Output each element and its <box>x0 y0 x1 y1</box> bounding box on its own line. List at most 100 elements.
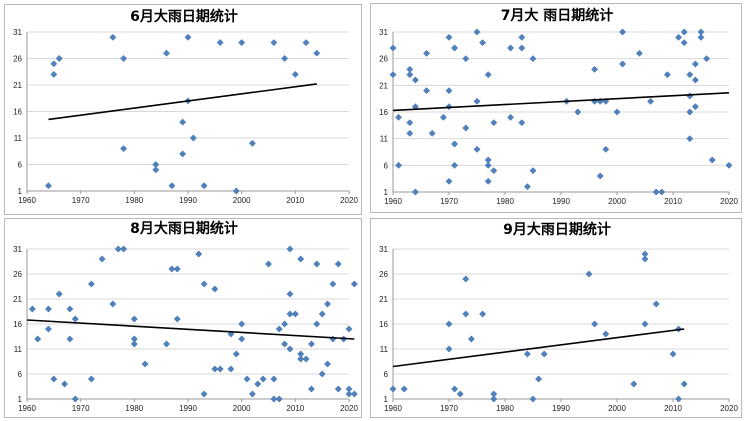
data-point <box>529 395 537 403</box>
x-tick-label: 2010 <box>664 404 682 413</box>
data-point <box>406 119 414 127</box>
data-point <box>473 28 481 36</box>
data-point <box>518 119 526 127</box>
data-point <box>591 320 599 328</box>
data-point <box>71 395 79 403</box>
y-tick-label: 11 <box>380 345 389 354</box>
data-point <box>120 145 128 153</box>
data-point <box>652 188 660 196</box>
data-point <box>523 350 531 358</box>
data-point <box>529 167 537 175</box>
data-point <box>248 390 256 398</box>
data-point <box>232 350 240 358</box>
data-point <box>281 55 289 62</box>
data-point <box>529 55 537 63</box>
y-tick-label: 26 <box>379 270 388 279</box>
data-point <box>389 71 397 79</box>
data-point <box>663 71 671 79</box>
data-point <box>686 135 694 143</box>
x-tick-label: 1990 <box>179 404 197 413</box>
data-point <box>216 39 224 47</box>
x-tick-label: 2010 <box>664 197 682 206</box>
data-point <box>297 255 305 263</box>
data-point <box>680 28 688 36</box>
data-point <box>619 28 627 36</box>
data-point <box>286 290 294 298</box>
data-point <box>55 290 63 298</box>
data-point <box>286 345 294 353</box>
y-tick-label: 6 <box>384 370 389 379</box>
x-tick-label: 1980 <box>496 197 514 206</box>
data-point <box>451 161 459 169</box>
trend-line <box>392 92 730 112</box>
data-point <box>216 365 224 373</box>
data-point <box>350 390 358 398</box>
x-tick-label: 1960 <box>18 404 36 413</box>
x-tick-label: 1980 <box>125 196 143 205</box>
data-point <box>686 92 694 100</box>
data-point <box>596 172 604 180</box>
data-point <box>484 161 492 169</box>
data-point <box>28 305 36 313</box>
data-point <box>613 108 621 116</box>
x-tick-label: 1960 <box>384 197 402 206</box>
data-point <box>238 39 246 47</box>
x-tick-label: 2020 <box>340 196 358 205</box>
data-point <box>462 310 470 318</box>
y-tick-label: 26 <box>13 55 22 64</box>
x-tick-label: 2020 <box>720 404 738 413</box>
data-point <box>307 385 315 393</box>
data-point <box>324 300 332 308</box>
data-point <box>462 275 470 283</box>
data-point <box>211 365 219 373</box>
data-point <box>574 108 582 116</box>
data-point <box>445 345 453 353</box>
data-point <box>98 255 106 263</box>
data-point <box>400 385 408 393</box>
data-point <box>411 188 419 196</box>
chart-panel-august: 8月大雨日期统计 1 6 11 16 21 26 31 1960 1970 1980 1990 2000… <box>4 218 362 418</box>
data-point <box>641 320 649 328</box>
x-tick-label: 1980 <box>125 404 143 413</box>
data-point <box>55 55 63 62</box>
y-tick-label: 31 <box>379 245 388 254</box>
x-tick-label: 1970 <box>440 197 458 206</box>
data-point <box>270 395 278 403</box>
data-point <box>232 187 240 195</box>
y-tick-label: 16 <box>379 108 388 117</box>
data-point <box>345 325 353 333</box>
data-point <box>44 182 52 190</box>
data-point <box>703 55 711 63</box>
data-point <box>423 49 431 57</box>
data-point <box>686 108 694 116</box>
data-point <box>451 385 459 393</box>
x-tick-label: 2000 <box>608 404 626 413</box>
data-point <box>179 118 187 126</box>
data-point <box>163 49 171 57</box>
data-point <box>630 380 638 388</box>
data-point <box>61 380 69 388</box>
x-tick-label: 1970 <box>72 404 90 413</box>
data-point <box>445 320 453 328</box>
data-point <box>647 97 655 105</box>
y-tick-label: 16 <box>13 320 22 329</box>
y-tick-label: 26 <box>13 270 22 279</box>
data-point <box>50 375 58 383</box>
y-tick-label: 21 <box>379 295 388 304</box>
data-point <box>445 87 453 95</box>
data-point <box>456 390 464 398</box>
data-point <box>243 375 251 383</box>
data-point <box>490 119 498 127</box>
y-tick-label: 21 <box>379 81 388 90</box>
data-point <box>50 60 58 68</box>
data-point <box>334 385 342 393</box>
data-point <box>691 76 699 84</box>
data-point <box>120 245 128 253</box>
data-point <box>518 44 526 52</box>
data-point <box>445 33 453 41</box>
data-point <box>291 70 299 78</box>
data-point <box>680 39 688 47</box>
data-point <box>675 33 683 41</box>
data-point <box>484 177 492 185</box>
